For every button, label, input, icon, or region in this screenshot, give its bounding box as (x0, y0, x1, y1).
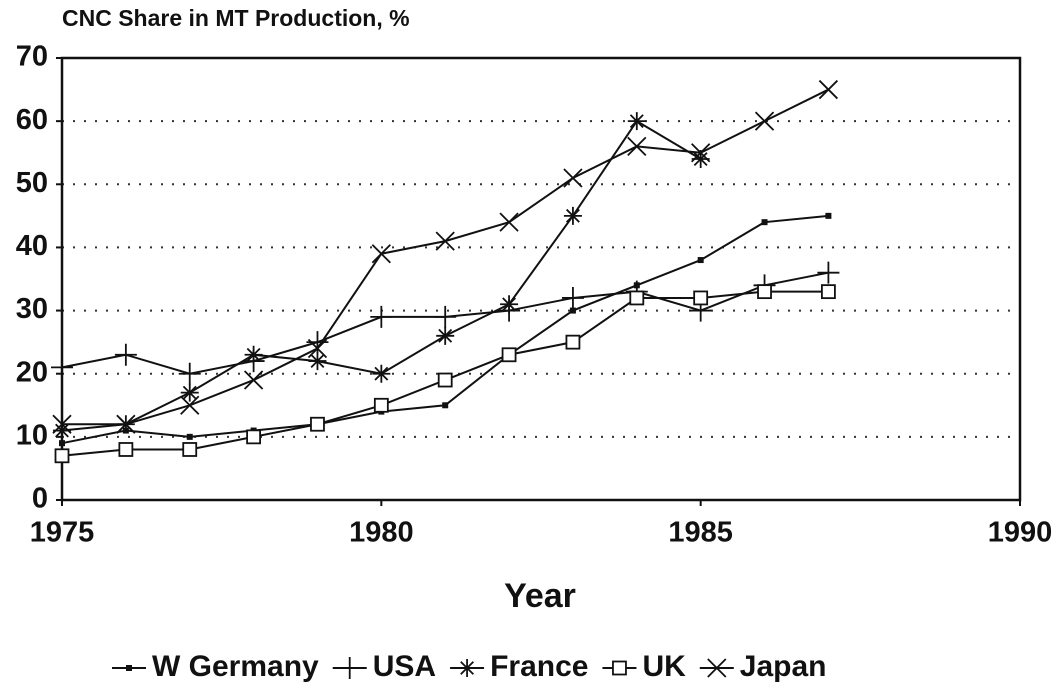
marker (754, 111, 775, 131)
marker (310, 416, 325, 432)
x-tick-label: 1990 (988, 517, 1053, 549)
marker (693, 290, 709, 306)
marker (818, 79, 839, 100)
marker (437, 372, 453, 388)
y-tick-label: 60 (16, 104, 48, 136)
marker (246, 429, 262, 445)
marker (370, 305, 393, 328)
marker (53, 421, 71, 440)
marker (434, 305, 457, 328)
marker (307, 338, 328, 359)
marker (697, 257, 704, 264)
marker (180, 395, 200, 415)
marker (627, 112, 646, 131)
legend-marker (458, 659, 477, 677)
marker (243, 370, 264, 390)
marker (182, 442, 198, 457)
y-tick-label: 50 (16, 167, 48, 199)
marker (501, 347, 517, 363)
marker (180, 383, 199, 402)
marker (817, 261, 840, 284)
marker (435, 231, 455, 251)
marker (569, 307, 576, 314)
legend-marker (707, 658, 727, 678)
x-tick-label: 1975 (30, 517, 95, 549)
marker (116, 414, 136, 434)
marker (51, 356, 73, 379)
legend-label: France (490, 650, 588, 683)
series-line (61, 119, 702, 432)
legend-label: Japan (740, 650, 827, 683)
marker (627, 136, 647, 157)
y-tick-label: 70 (16, 41, 48, 73)
marker (436, 326, 455, 345)
marker (186, 433, 193, 440)
marker (821, 284, 836, 300)
marker (629, 290, 645, 306)
marker (825, 212, 832, 219)
y-tick-label: 40 (16, 230, 48, 262)
legend-marker (126, 665, 132, 671)
x-axis-label: Year (504, 577, 576, 615)
plot-frame (60, 56, 1022, 502)
marker (757, 284, 772, 300)
chart-title: CNC Share in MT Production, % (62, 5, 410, 31)
y-tick-label: 30 (16, 293, 48, 325)
marker (244, 345, 263, 364)
marker (761, 219, 768, 226)
y-tick-label: 10 (16, 420, 48, 452)
marker (442, 402, 449, 409)
x-tick-label: 1980 (349, 517, 414, 549)
marker (499, 212, 519, 232)
marker (114, 343, 137, 366)
marker (691, 150, 710, 169)
marker (178, 362, 201, 385)
marker (308, 352, 327, 371)
y-tick-label: 20 (16, 356, 48, 388)
x-tick-label: 1985 (668, 517, 733, 549)
marker (563, 168, 583, 188)
legend-label: USA (373, 650, 436, 683)
marker (118, 442, 134, 457)
marker (59, 440, 65, 447)
marker (500, 295, 519, 314)
marker (691, 143, 711, 163)
legend-label: UK (642, 650, 686, 683)
marker (306, 331, 329, 354)
marker (372, 364, 391, 383)
marker (563, 206, 582, 225)
legend-marker (338, 657, 361, 679)
marker (371, 244, 391, 264)
marker (54, 448, 70, 464)
marker (52, 414, 72, 434)
marker (561, 286, 584, 309)
y-tick-label: 0 (32, 483, 48, 515)
marker (373, 397, 389, 413)
marker (565, 334, 581, 350)
legend-marker (612, 660, 627, 676)
legend-label: W Germany (152, 650, 319, 683)
